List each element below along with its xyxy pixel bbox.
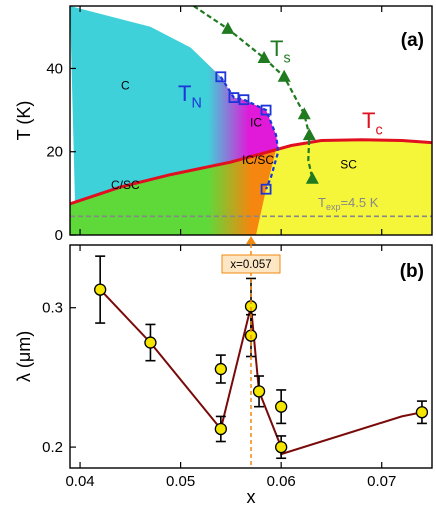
tn-marker-2 bbox=[238, 94, 250, 106]
a-ytick-2: 40 bbox=[46, 60, 63, 77]
ts-marker-0 bbox=[221, 21, 235, 34]
tn-label: TN bbox=[178, 81, 202, 112]
tc-curve bbox=[70, 138, 432, 206]
lambda-point-6 bbox=[252, 375, 266, 408]
region-label-4: SC bbox=[340, 157, 357, 171]
lambda-point-0 bbox=[94, 255, 107, 324]
x-marker-label: x=0.057 bbox=[230, 259, 271, 271]
b-xtick-0: 0.04 bbox=[65, 473, 94, 490]
panel-a: C IC IC/SC C/SC SC TN Ts Tc Texp=4.5 K (a) 0 20 40 T… bbox=[14, 5, 433, 244]
lambda-point-7 bbox=[275, 435, 288, 460]
lambda-point-2 bbox=[214, 415, 227, 443]
ts-marker-4 bbox=[302, 128, 316, 141]
tn-marker-0 bbox=[215, 71, 227, 83]
b-ytick-0: 0.2 bbox=[42, 439, 63, 456]
b-ytick-1: 0.3 bbox=[42, 300, 63, 317]
a-ylabel: T (K) bbox=[14, 101, 34, 141]
lambda-line bbox=[99, 288, 423, 456]
tn-marker-1 bbox=[228, 92, 240, 103]
b-xtick-1: 0.05 bbox=[166, 473, 195, 490]
ts-marker-5 bbox=[305, 171, 319, 184]
region-label-1: IC bbox=[250, 116, 262, 130]
tn-marker-4 bbox=[260, 183, 272, 195]
panel-b-label: (b) bbox=[400, 261, 424, 282]
x-marker-box bbox=[221, 254, 281, 274]
panel-a-frame bbox=[69, 5, 433, 236]
lambda-point-1 bbox=[144, 323, 157, 362]
texp-label: Texp=4.5 K bbox=[318, 195, 379, 212]
region-magnetic bbox=[70, 6, 279, 203]
lambda-point-9 bbox=[415, 400, 429, 425]
region-label-2: IC/SC bbox=[242, 153, 274, 167]
ts-marker-2 bbox=[277, 69, 291, 82]
region-label-3: C/SC bbox=[111, 178, 140, 192]
region-coexistence bbox=[70, 149, 277, 235]
a-ytick-1: 20 bbox=[46, 144, 63, 161]
panel-a-label: (a) bbox=[401, 30, 424, 51]
tn-marker-3 bbox=[260, 104, 272, 116]
lambda-point-3 bbox=[214, 354, 227, 384]
panel-b: (b) 0.2 0.3 0.04 0.05 0.06 0.07 x λ (μm) bbox=[14, 244, 433, 507]
ts-marker-1 bbox=[257, 51, 271, 64]
b-xtick-2: 0.06 bbox=[267, 473, 296, 490]
ts-label: Ts bbox=[270, 36, 291, 67]
lambda-point-8 bbox=[275, 389, 288, 425]
b-xlabel: x bbox=[247, 487, 256, 507]
ts-marker-3 bbox=[297, 107, 311, 120]
a-ytick-0: 0 bbox=[55, 227, 63, 244]
b-ylabel: λ (μm) bbox=[14, 331, 34, 382]
x-marker-arrow bbox=[246, 236, 256, 244]
tn-curve bbox=[219, 76, 280, 190]
tc-label: Tc bbox=[362, 108, 383, 139]
region-label-0: C bbox=[121, 78, 130, 92]
b-xtick-3: 0.07 bbox=[367, 473, 396, 490]
